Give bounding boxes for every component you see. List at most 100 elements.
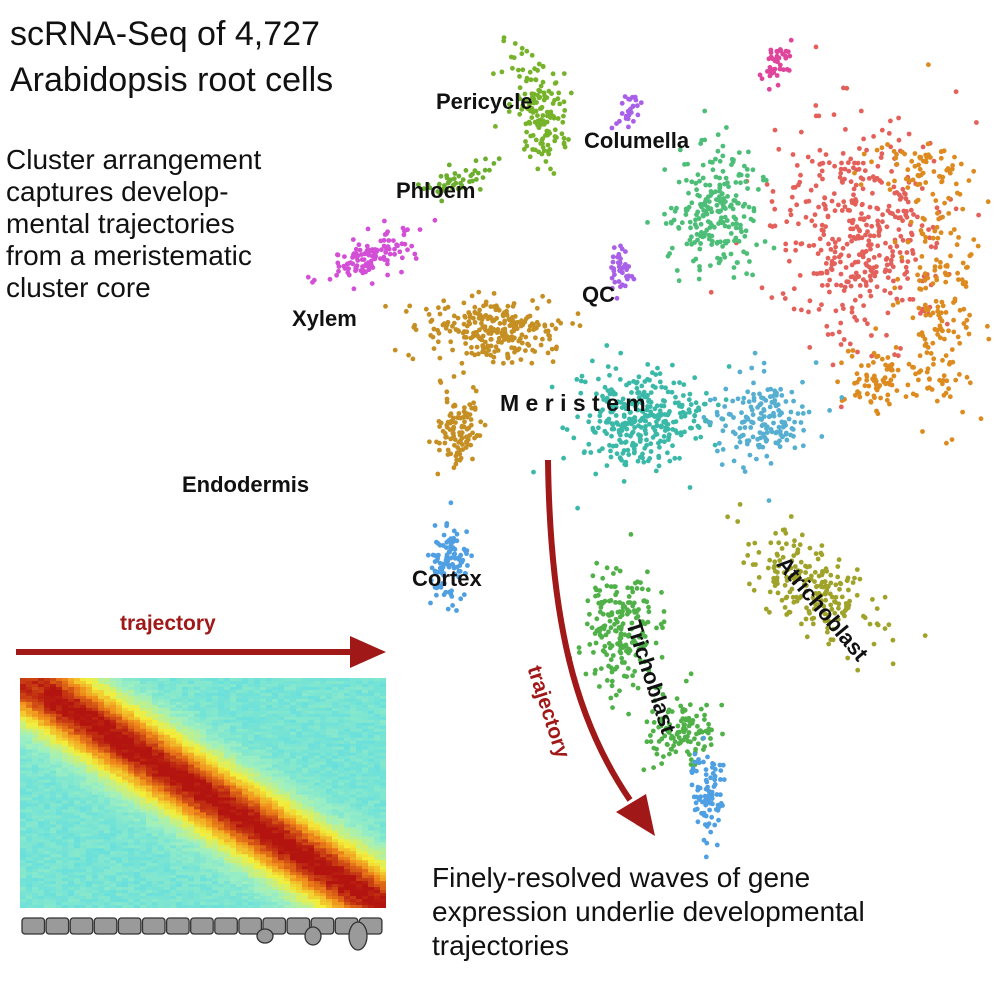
cell-point <box>933 198 939 204</box>
cell-point <box>801 427 806 433</box>
cell-point <box>441 298 447 304</box>
cell-point <box>631 118 636 124</box>
cell-point <box>608 625 614 631</box>
cell-point <box>554 344 559 350</box>
cell-point <box>459 423 465 429</box>
cell-point <box>686 204 692 210</box>
cell-point <box>764 182 770 187</box>
cell-point <box>717 182 723 188</box>
cell-point <box>682 162 687 167</box>
cell-point <box>495 348 501 353</box>
cell-point <box>903 394 909 399</box>
cell-point <box>505 354 511 360</box>
cell-point <box>619 428 625 433</box>
cell-point <box>459 559 465 565</box>
cell-point <box>926 227 931 233</box>
cell-point <box>791 543 797 549</box>
cell-point <box>456 574 462 580</box>
cell-point <box>654 422 660 428</box>
cell-point <box>468 417 474 422</box>
cell-point <box>605 388 611 393</box>
cell-point <box>948 253 953 259</box>
cluster-points <box>645 108 777 284</box>
cell-point <box>888 261 894 267</box>
cell-point <box>756 187 761 192</box>
cell-point <box>474 331 479 337</box>
cell-point <box>697 246 703 252</box>
cell-point <box>473 310 478 316</box>
cell-point <box>687 409 692 415</box>
cell-point <box>868 399 874 404</box>
cell-point <box>612 584 618 589</box>
cell-point <box>742 163 747 169</box>
cell-point <box>776 424 782 430</box>
cell-point <box>516 346 522 352</box>
cell-point <box>425 552 431 558</box>
cell-point <box>729 156 735 162</box>
cell-point <box>527 100 533 106</box>
cell-point <box>852 314 857 320</box>
cell-point <box>826 641 832 647</box>
cell-point <box>766 86 772 92</box>
cell-point <box>429 565 435 571</box>
cell-point <box>723 386 729 392</box>
cell-point <box>793 575 799 580</box>
cell-point <box>441 572 446 578</box>
cell-point <box>896 137 902 143</box>
cell-point <box>917 278 922 283</box>
cluster-points <box>567 532 667 710</box>
cell-point <box>708 829 714 835</box>
cell-point <box>759 423 765 429</box>
cell-point <box>863 248 869 254</box>
cell-point <box>770 189 776 194</box>
cell-point <box>791 286 797 292</box>
cell-point <box>621 479 627 484</box>
cell-point <box>684 241 690 247</box>
cell-point <box>559 131 565 137</box>
cell-point <box>922 217 927 222</box>
cell-point <box>751 391 756 397</box>
cell-point <box>786 258 792 264</box>
cell-point <box>613 600 618 605</box>
cell-point <box>883 240 888 246</box>
cell-point <box>399 255 405 261</box>
cell-point <box>878 395 883 401</box>
cell-point <box>504 312 510 318</box>
cell-point <box>935 308 941 314</box>
cell-point <box>877 227 883 232</box>
cell-point <box>819 584 824 590</box>
cell-point <box>925 141 931 147</box>
cell-point <box>538 117 544 123</box>
cell-point <box>960 409 965 415</box>
cell-point <box>855 349 860 355</box>
cell-point <box>803 570 808 575</box>
cell-point <box>853 199 859 204</box>
cell-point <box>873 382 879 387</box>
cell-point <box>770 56 776 62</box>
cell-point <box>823 261 829 266</box>
cell-point <box>963 280 969 285</box>
cell-point <box>766 414 772 420</box>
cell-point <box>717 258 723 263</box>
cell-point <box>453 420 458 425</box>
cell-point <box>743 228 749 234</box>
cell-point <box>717 175 722 181</box>
cell-point <box>645 569 650 575</box>
cell-point <box>788 565 794 571</box>
cell-point <box>590 573 596 579</box>
cell-point <box>623 249 628 255</box>
cell-point <box>685 733 690 739</box>
cell-point <box>837 175 843 180</box>
cell-point <box>451 539 456 544</box>
cell-point <box>798 129 804 135</box>
cell-point <box>538 106 543 111</box>
cell-point <box>965 264 970 270</box>
cell-point <box>730 398 736 404</box>
cell-point <box>610 705 615 710</box>
cell-point <box>677 380 682 385</box>
cell-point <box>496 339 501 345</box>
cell-point <box>575 414 580 420</box>
cell-point <box>928 312 933 318</box>
cell-point <box>930 235 936 241</box>
cell-point <box>488 336 494 342</box>
